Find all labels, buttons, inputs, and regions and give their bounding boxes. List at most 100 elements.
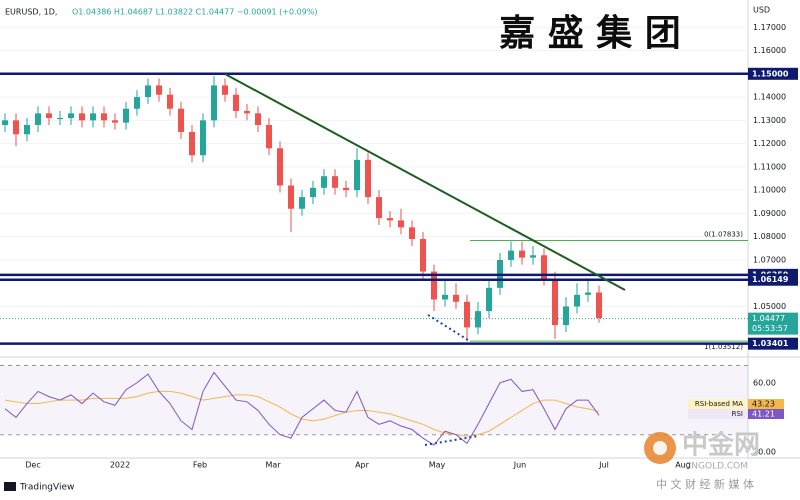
y-tick-label: 1.05000: [753, 302, 786, 311]
candle-body: [13, 120, 19, 135]
candle-body: [486, 287, 492, 312]
candle-body: [112, 120, 118, 123]
candle-body: [57, 118, 63, 120]
fib-label: 1(1.03512): [704, 343, 743, 351]
candle-body: [354, 159, 360, 191]
countdown: 05:53:57: [752, 324, 788, 333]
fib-label: 0(1.07833): [704, 231, 743, 239]
candle-body: [376, 197, 382, 219]
candle-body: [68, 113, 74, 119]
legend-value: 43.23: [752, 400, 775, 409]
candle-body: [387, 218, 393, 221]
candle-body: [519, 250, 525, 258]
x-tick-label: Feb: [193, 461, 207, 470]
candle-body: [343, 187, 349, 191]
candle-body: [442, 294, 448, 300]
candle-body: [299, 197, 305, 209]
candle-body: [123, 108, 129, 123]
rsi-pane: [0, 358, 748, 458]
legend-name: RSI-based MA: [695, 400, 743, 408]
divergence-rsi: [424, 435, 479, 446]
candle-body: [277, 148, 283, 186]
candle-body: [156, 85, 162, 95]
y-tick-label: 60.00: [753, 378, 776, 387]
watermark-slogan: 中 文 财 经 新 媒 体: [656, 477, 754, 491]
y-tick-label: 1.10000: [753, 186, 786, 195]
candle-body: [35, 113, 41, 125]
candle-body: [431, 271, 437, 300]
candle-body: [420, 238, 426, 272]
x-tick-label: Aug: [675, 461, 691, 470]
tv-logo: [4, 482, 16, 491]
level-label: 1.06149: [752, 275, 789, 284]
candle-body: [453, 294, 459, 302]
candle-body: [79, 113, 85, 121]
candle-body: [530, 255, 536, 258]
x-tick-label: Dec: [25, 461, 40, 470]
x-tick-label: Jul: [598, 461, 609, 470]
currency: USD: [753, 6, 770, 15]
candle-body: [222, 85, 228, 95]
candle-body: [288, 185, 294, 209]
candle-body: [541, 255, 547, 279]
level-badge: [748, 67, 798, 80]
candle-body: [101, 113, 107, 121]
level-badge: [748, 273, 798, 286]
x-tick-label: Apr: [355, 461, 370, 470]
candle-body: [2, 120, 8, 125]
rsi-band: [0, 365, 748, 435]
candle-body: [24, 124, 30, 135]
y-tick-label: 1.13000: [753, 116, 786, 125]
candle-body: [134, 97, 140, 109]
footer: TradingView: [19, 483, 74, 493]
last-price-label: 1.04477: [752, 314, 785, 323]
candle-body: [167, 94, 173, 109]
candle-body: [233, 94, 239, 112]
last-price-badge: [748, 312, 798, 335]
y-tick-label: 1.07000: [753, 255, 786, 264]
candle-body: [409, 227, 415, 239]
rsi-line: [4, 390, 600, 437]
candle-body: [90, 113, 96, 121]
x-tick-label: 2022: [110, 461, 130, 470]
candle-body: [178, 108, 184, 132]
y-tick-label: 1.14000: [753, 93, 786, 102]
candle-body: [211, 85, 217, 121]
watermark-logo: 中金网: [682, 430, 760, 461]
y-tick-label: 1.16000: [753, 46, 786, 55]
candle-body: [145, 85, 151, 98]
y-tick-label: 1.08000: [753, 232, 786, 241]
level-label: 1.03401: [752, 339, 789, 348]
candle-body: [475, 311, 481, 328]
candle-body: [508, 250, 514, 260]
watermark-site: CNGOLD.COM: [685, 462, 748, 472]
candle-body: [244, 111, 250, 114]
level-label: 1.15000: [752, 69, 789, 78]
level-badge: [748, 337, 798, 350]
candle-body: [321, 176, 327, 188]
trendline: [224, 73, 626, 291]
candle-body: [46, 113, 52, 119]
brand: 嘉 盛 集 团: [499, 13, 681, 54]
candle-body: [332, 176, 338, 188]
watermark-logo-hole: [653, 441, 667, 455]
candle-body: [200, 120, 206, 156]
candle-body: [464, 301, 470, 328]
x-tick-label: May: [429, 461, 446, 470]
y-tick-label: 1.17000: [753, 23, 786, 32]
candle-body: [310, 187, 316, 198]
y-tick-label: 1.09000: [753, 209, 786, 218]
y-tick-label: 1.12000: [753, 139, 786, 148]
candle-body: [563, 306, 569, 326]
legend-value-bg: [748, 409, 784, 419]
legend-name: RSI: [732, 410, 743, 418]
symbol: EURUSD, 1D,: [5, 8, 57, 17]
y-tick-label: 1.11000: [753, 162, 786, 171]
legend-value: 41.21: [752, 410, 775, 419]
candle-body: [398, 220, 404, 228]
candle-body: [255, 113, 261, 125]
x-tick-label: Jun: [513, 461, 527, 470]
candle-body: [365, 159, 371, 198]
